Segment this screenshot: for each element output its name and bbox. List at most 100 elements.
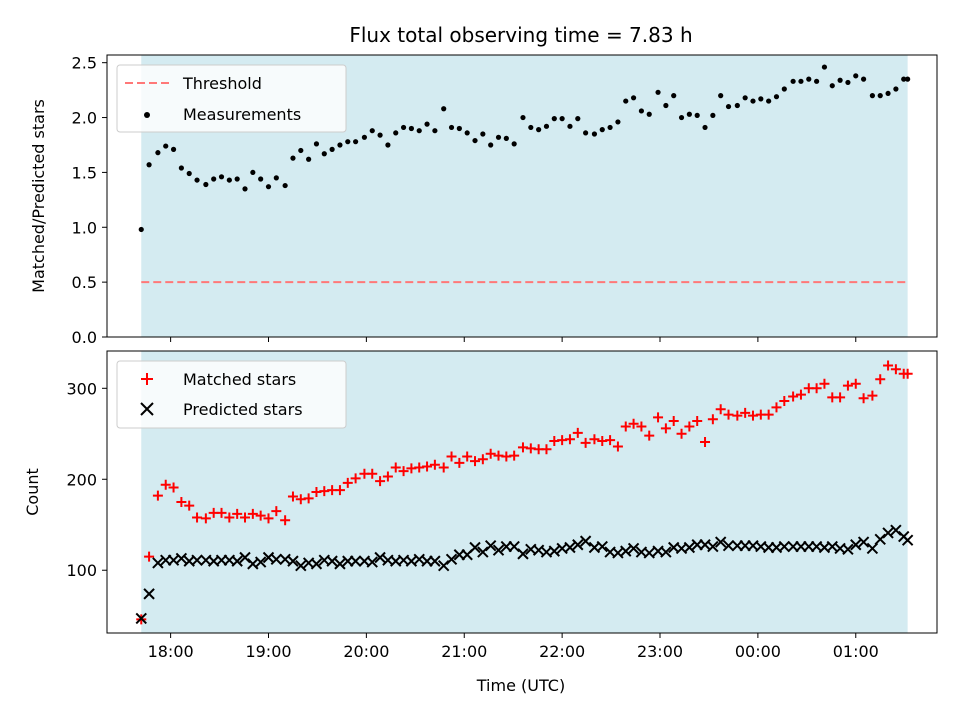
predicted-stars-point <box>517 548 529 560</box>
measurement-point <box>163 143 169 149</box>
x-tick-label: 23:00 <box>637 642 683 661</box>
matched-stars-point <box>788 391 799 402</box>
predicted-stars-point <box>477 546 489 558</box>
x-tick-label: 19:00 <box>245 642 291 661</box>
measurement-point <box>543 123 550 129</box>
predicted-stars-point <box>374 551 386 564</box>
measurement-point <box>194 177 200 183</box>
measurement-point <box>599 127 605 133</box>
predicted-stars-point <box>620 545 632 557</box>
measurement-point <box>750 98 756 104</box>
measurements-legend-label: Measurements <box>183 105 301 124</box>
measurement-point <box>790 78 796 84</box>
count-legend-box <box>116 360 347 429</box>
measurement-point <box>400 124 407 131</box>
matched-stars-point <box>255 510 266 521</box>
measurement-point <box>638 108 645 114</box>
measurement-point <box>551 116 557 122</box>
predicted-stars-point <box>627 542 640 555</box>
matched-stars-point <box>795 389 806 400</box>
ratio-marks <box>138 64 911 284</box>
predicted-stars-point <box>842 543 854 556</box>
matched-stars-point <box>692 416 703 427</box>
measurement-point <box>766 98 772 104</box>
predicted-stars-point <box>857 536 870 548</box>
matched-stars-point <box>858 393 869 404</box>
measurement-point <box>655 89 661 95</box>
measurement-point <box>528 124 534 131</box>
predicted-stars-point <box>564 541 576 554</box>
measurement-point <box>694 112 700 118</box>
measurement-point <box>758 96 764 102</box>
matched-stars-point <box>390 462 401 473</box>
matched-stars-point <box>280 515 291 526</box>
matched-stars-point <box>216 507 227 518</box>
measurement-point <box>170 146 177 152</box>
matched-stars-point <box>438 462 449 473</box>
matched-stars-point <box>422 461 433 472</box>
x-tick-label: 18:00 <box>148 642 194 661</box>
measurement-point <box>559 116 565 122</box>
measurement-point <box>329 146 335 152</box>
matched-legend-label: Matched stars <box>183 370 296 389</box>
predicted-stars-point <box>231 555 243 567</box>
measurement-point <box>877 92 883 99</box>
measurement-point <box>282 182 288 189</box>
matched-stars-point <box>835 392 846 403</box>
matched-stars-point <box>446 451 457 462</box>
predicted-stars-point <box>866 542 879 555</box>
measurement-point <box>615 119 621 125</box>
matched-stars-point <box>334 485 345 496</box>
matched-stars-point <box>462 451 473 462</box>
measurement-point <box>488 142 494 148</box>
predicted-stars-point <box>572 539 584 551</box>
predicted-stars-point <box>778 540 791 553</box>
measurement-point <box>860 76 867 82</box>
predicted-stars-point <box>429 555 441 567</box>
measurement-point <box>265 184 272 190</box>
matched-stars-point <box>263 513 274 524</box>
measurement-point <box>337 142 343 148</box>
matched-stars-point <box>890 364 901 375</box>
predicted-stars-point <box>445 553 458 566</box>
matched-stars-point <box>779 396 790 407</box>
measurement-point <box>511 141 517 147</box>
measurement-point <box>798 78 804 84</box>
measurement-point <box>369 128 375 134</box>
matched-stars-point <box>684 421 695 432</box>
chart-title: Flux total observing time = 7.83 h <box>349 23 692 47</box>
y-tick-label: 2.5 <box>72 54 97 73</box>
predicted-stars-point <box>890 524 902 536</box>
matched-stars-point <box>740 407 751 418</box>
matched-stars-point <box>723 409 734 420</box>
matched-legend-swatch <box>141 373 153 385</box>
matched-stars-point <box>184 500 195 511</box>
y-tick-label: 100 <box>66 561 97 580</box>
predicted-stars-point <box>334 558 346 570</box>
measurement-point <box>725 103 732 110</box>
matched-stars-point <box>232 508 243 519</box>
measurement-point <box>178 165 184 171</box>
predicted-stars-point <box>310 558 323 570</box>
measurement-point <box>234 176 240 182</box>
y-tick-label: 2.0 <box>72 109 97 128</box>
ratio-plot-frame <box>106 54 938 338</box>
threshold-legend-label: Threshold <box>182 74 262 93</box>
measurement-point <box>218 174 225 180</box>
matched-stars-point <box>247 508 258 519</box>
measurement-point <box>385 142 391 148</box>
matched-stars-point <box>375 476 386 487</box>
measurement-point <box>536 127 542 133</box>
matched-stars-point <box>668 416 679 427</box>
measurement-point <box>583 130 589 136</box>
measurement-point <box>408 125 414 132</box>
measurement-point <box>869 92 876 99</box>
measurement-point <box>313 141 320 147</box>
matched-stars-point <box>485 448 496 459</box>
y-tick-label: 1.0 <box>72 218 97 237</box>
matched-stars-point <box>477 454 488 465</box>
y-tick-label: 1.5 <box>72 163 97 182</box>
matched-stars-point <box>144 551 155 562</box>
predicted-stars-point <box>349 555 362 567</box>
measurement-point <box>829 83 835 89</box>
